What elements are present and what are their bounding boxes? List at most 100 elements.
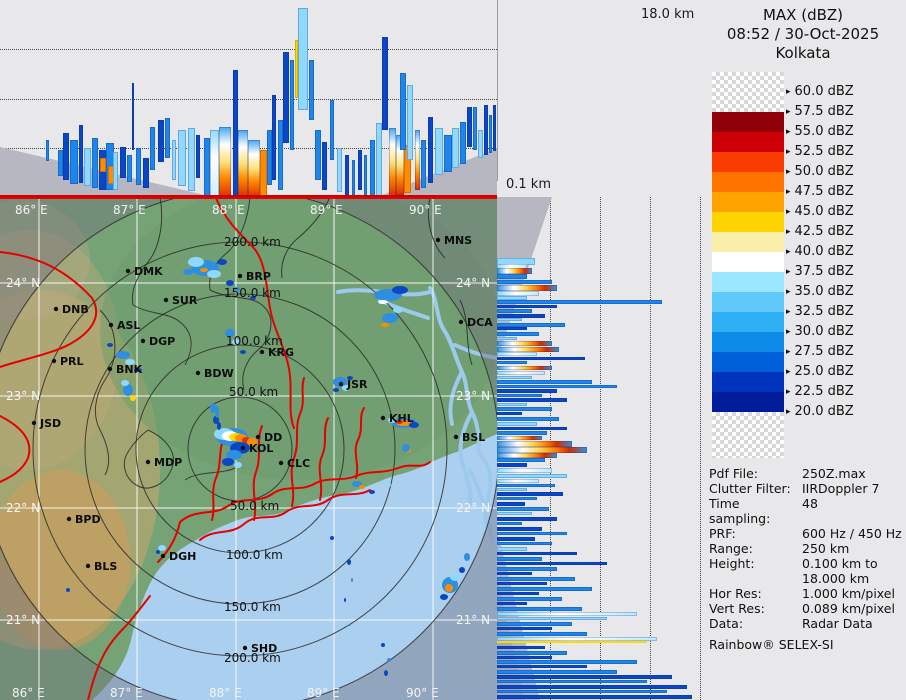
echo-column <box>204 138 210 197</box>
legend-tick-label: ▸ 52.5 dBZ <box>786 144 854 159</box>
echo-row <box>497 412 522 415</box>
legend-swatch <box>712 152 784 172</box>
legend-tick-label: ▸ 25.0 dBZ <box>786 364 854 379</box>
echo-row <box>497 479 539 483</box>
station-name: Kolkata <box>775 44 831 62</box>
precip-echo <box>217 259 227 265</box>
echo-column <box>435 128 443 175</box>
echo-row <box>497 592 539 595</box>
echo-row <box>497 582 547 585</box>
longitude-label-bottom: 88° E <box>209 686 242 700</box>
city-marker <box>453 434 459 440</box>
city-label: BNK <box>116 363 143 376</box>
city-label: BPD <box>75 513 101 526</box>
city-label: KOL <box>249 442 273 455</box>
echo-row <box>497 300 662 304</box>
legend-swatch <box>712 412 784 458</box>
precip-echo <box>347 376 353 380</box>
city-label: DD <box>264 431 282 444</box>
echo-row <box>497 690 667 693</box>
city-marker <box>125 268 131 274</box>
city-label: BDW <box>204 367 234 380</box>
precip-echo <box>222 458 234 466</box>
echo-column <box>407 85 413 160</box>
echo-row <box>497 453 557 458</box>
state-border <box>157 521 181 563</box>
echo-row <box>497 403 527 406</box>
metadata-row: Height: 0.100 km to <box>709 556 903 571</box>
echo-row <box>497 517 557 521</box>
precip-echo <box>234 287 240 291</box>
precip-echo <box>215 406 219 418</box>
echo-column <box>219 127 231 197</box>
state-border <box>0 415 31 483</box>
echo-column <box>267 130 272 185</box>
latitude-label-right: 22° N <box>456 501 490 515</box>
range-ring-label: 50.0 km <box>230 499 279 513</box>
echo-row <box>497 597 562 601</box>
product-metadata: Pdf File: 250Z.max Clutter Filter: IIRDoppl… <box>709 466 903 652</box>
range-ring-label: 50.0 km <box>229 385 278 399</box>
echo-column <box>404 145 411 193</box>
precip-echo <box>183 269 193 275</box>
echo-column <box>489 115 492 153</box>
echo-row <box>497 685 687 689</box>
echo-column <box>467 107 472 147</box>
echo-column <box>84 148 91 186</box>
echo-row <box>497 502 525 506</box>
legend-tick-label: ▸ 47.5 dBZ <box>786 184 854 199</box>
longitude-label-top: 89° E <box>310 203 343 217</box>
city-label: SUR <box>172 294 198 307</box>
district-border <box>281 197 331 279</box>
legend-tick-label: ▸ 57.5 dBZ <box>786 104 854 119</box>
echo-column <box>478 130 483 158</box>
district-border <box>123 429 174 489</box>
precip-echo <box>381 323 389 327</box>
echo-row <box>497 463 527 467</box>
echo-column <box>150 127 155 170</box>
longitude-label-bottom: 86° E <box>12 686 45 700</box>
legend-swatch <box>712 312 784 332</box>
district-border <box>132 304 192 366</box>
axis-min-height-label: 0.1 km <box>506 177 551 192</box>
echo-row <box>497 296 527 300</box>
range-ring <box>135 344 345 554</box>
precip-echo <box>125 359 135 365</box>
precip-echo <box>378 300 388 304</box>
city-marker <box>163 297 169 303</box>
state-border <box>179 461 431 523</box>
precip-echo <box>351 578 353 582</box>
legend-tick-arrow-icon: ▸ <box>786 387 791 397</box>
echo-column <box>330 100 334 160</box>
echo-row <box>497 371 545 375</box>
echo-row <box>497 436 542 440</box>
range-ring-label: 200.0 km <box>224 235 281 249</box>
echo-column <box>415 130 420 190</box>
longitude-label-bottom: 87° E <box>110 686 143 700</box>
legend-tick-arrow-icon: ▸ <box>786 187 791 197</box>
legend-header: MAX (dBZ) 08:52 / 30-Oct-2025 Kolkata <box>700 6 906 63</box>
legend-tick-arrow-icon: ▸ <box>786 407 791 417</box>
city-label: PRL <box>60 355 84 368</box>
longitude-label-bottom: 89° E <box>307 686 340 700</box>
product-timestamp: 08:52 / 30-Oct-2025 <box>726 25 880 43</box>
top-panel-baseline <box>0 195 497 197</box>
city-marker <box>145 459 151 465</box>
echo-row <box>497 380 592 384</box>
city-label: DGP <box>149 335 175 348</box>
precip-echo <box>121 380 129 386</box>
precip-echo <box>459 567 465 573</box>
echo-column <box>345 155 349 197</box>
metadata-row: Time sampling: 48 <box>709 496 903 526</box>
echo-row <box>497 347 559 352</box>
precip-echo <box>130 395 136 401</box>
metadata-label <box>709 571 802 586</box>
state-border <box>199 489 371 541</box>
state-border <box>0 251 98 368</box>
legend-tick-label: ▸ 60.0 dBZ <box>786 84 854 99</box>
city-marker <box>160 553 166 559</box>
echo-column <box>352 160 355 197</box>
echo-row <box>497 622 572 626</box>
echo-row <box>497 305 557 308</box>
legend-tick-arrow-icon: ▸ <box>786 347 791 357</box>
